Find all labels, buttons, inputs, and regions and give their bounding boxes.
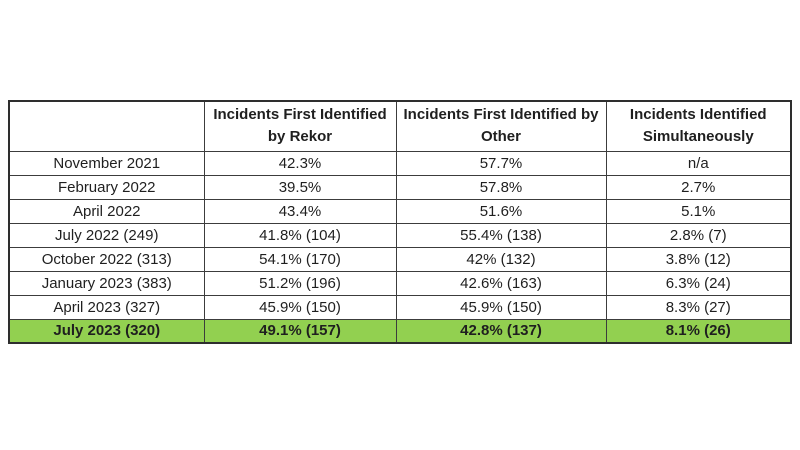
table-row: April 2022 43.4% 51.6% 5.1% [8,198,792,224]
data-cell: 2.8% (7) [605,222,792,248]
data-cell: 42.8% (137) [395,318,607,344]
row-label-cell: October 2022 (313) [8,246,205,272]
data-cell: 54.1% (170) [203,246,397,272]
table-row: January 2023 (383) 51.2% (196) 42.6% (16… [8,270,792,296]
header-line: by Rekor [267,128,333,146]
header-row: Incidents First Identified by Rekor Inci… [8,100,792,152]
incident-comparison-table: Incidents First Identified by Rekor Inci… [8,100,792,344]
table-row: July 2022 (249) 41.8% (104) 55.4% (138) … [8,222,792,248]
row-label-cell: January 2023 (383) [8,270,205,296]
table-row-highlighted: July 2023 (320) 49.1% (157) 42.8% (137) … [8,318,792,344]
row-label-cell: July 2023 (320) [8,318,205,344]
header-line: Other [480,128,521,146]
data-cell: 45.9% (150) [203,294,397,320]
data-cell: 41.8% (104) [203,222,397,248]
row-label-cell: July 2022 (249) [8,222,205,248]
header-line: Simultaneously [642,128,754,146]
column-header-period [8,100,205,152]
header-line: Incidents First Identified by [403,106,599,124]
table-row: February 2022 39.5% 57.8% 2.7% [8,174,792,200]
data-cell: 57.7% [395,150,607,176]
data-cell: 42% (132) [395,246,607,272]
row-label-cell: April 2023 (327) [8,294,205,320]
row-label-cell: November 2021 [8,150,205,176]
table-row: October 2022 (313) 54.1% (170) 42% (132)… [8,246,792,272]
data-cell: 2.7% [605,174,792,200]
row-label-cell: February 2022 [8,174,205,200]
column-header-other: Incidents First Identified by Other [395,100,607,152]
data-cell: 42.6% (163) [395,270,607,296]
data-cell: 39.5% [203,174,397,200]
data-cell: 6.3% (24) [605,270,792,296]
column-header-simultaneous: Incidents Identified Simultaneously [605,100,792,152]
data-cell: 5.1% [605,198,792,224]
data-cell: 57.8% [395,174,607,200]
row-label-cell: April 2022 [8,198,205,224]
data-cell: 3.8% (12) [605,246,792,272]
data-cell: n/a [605,150,792,176]
data-cell: 55.4% (138) [395,222,607,248]
data-cell: 51.2% (196) [203,270,397,296]
data-cell: 49.1% (157) [203,318,397,344]
data-cell: 8.1% (26) [605,318,792,344]
data-cell: 8.3% (27) [605,294,792,320]
header-line: Incidents Identified [629,106,767,124]
table-row: April 2023 (327) 45.9% (150) 45.9% (150)… [8,294,792,320]
column-header-rekor: Incidents First Identified by Rekor [203,100,397,152]
data-cell: 43.4% [203,198,397,224]
table-row: November 2021 42.3% 57.7% n/a [8,150,792,176]
data-cell: 42.3% [203,150,397,176]
header-line: Incidents First Identified [213,106,387,124]
data-cell: 51.6% [395,198,607,224]
data-cell: 45.9% (150) [395,294,607,320]
